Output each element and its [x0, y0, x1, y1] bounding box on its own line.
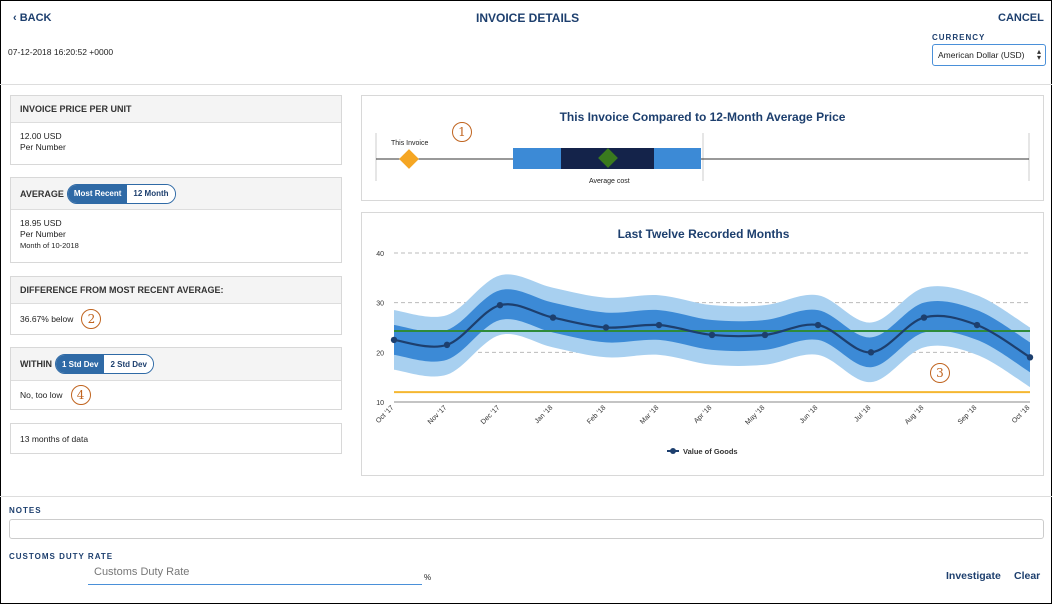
- trend-chart: Last Twelve Recorded Months 10 20 30 40 Oct '…: [375, 227, 1034, 456]
- annotation-marker-3: 3: [930, 363, 950, 383]
- notes-label: NOTES: [9, 506, 42, 515]
- comparison-title: This Invoice Compared to 12-Month Averag…: [559, 110, 846, 124]
- y-tick-label: 20: [376, 350, 384, 357]
- data-point: [549, 314, 557, 321]
- data-point: [496, 301, 504, 309]
- data-point: [708, 331, 716, 339]
- x-tick-label: Nov '17: [427, 404, 449, 426]
- within-value: No, too low: [20, 389, 63, 400]
- x-tick-label: Sep '18: [957, 404, 979, 426]
- y-tick-label: 40: [376, 251, 384, 258]
- x-tick-label: Aug '18: [904, 404, 926, 426]
- chart-title: Last Twelve Recorded Months: [618, 227, 790, 241]
- invoice-price-unit: Per Number: [20, 142, 66, 152]
- difference-title: DIFFERENCE FROM MOST RECENT AVERAGE:: [11, 277, 341, 304]
- x-tick-label: Jan '18: [534, 404, 555, 425]
- invoice-price-value: 12.00 USD: [20, 131, 62, 141]
- x-tick-label: Mar '18: [639, 404, 660, 425]
- data-point: [602, 324, 610, 331]
- x-tick-label: Jul '18: [853, 404, 872, 423]
- 2-std-dev-toggle[interactable]: 2 Std Dev: [104, 355, 153, 373]
- currency-label: CURRENCY: [932, 33, 986, 42]
- data-point: [867, 349, 875, 356]
- months-value: 13 months of data: [20, 434, 89, 444]
- x-tick-label: Oct '18: [1011, 404, 1032, 425]
- header-divider: [0, 84, 1052, 85]
- within-title: WITHIN: [20, 359, 52, 369]
- annotation-marker-2: 2: [81, 309, 102, 329]
- x-tick-label: Apr '18: [693, 404, 714, 425]
- x-tick-label: Dec '17: [480, 404, 502, 426]
- 1-std-dev-toggle[interactable]: 1 Std Dev: [56, 355, 105, 373]
- difference-value: 36.67% below: [20, 313, 74, 324]
- std-dev-toggle: 1 Std Dev 2 Std Dev: [55, 354, 154, 374]
- x-tick-label: May '18: [744, 404, 766, 426]
- customs-duty-label: CUSTOMS DUTY RATE: [9, 552, 114, 561]
- currency-select[interactable]: American Dollar (USD) ▴ ▾: [932, 44, 1046, 66]
- investigate-button[interactable]: Investigate: [946, 570, 1001, 582]
- average-toggle: Most Recent 12 Month: [66, 183, 176, 204]
- months-card: 13 months of data: [10, 423, 342, 454]
- select-arrows-icon: ▴ ▾: [1036, 47, 1041, 62]
- legend-marker-icon: [670, 448, 676, 454]
- annotation-marker-4: 4: [70, 385, 91, 405]
- notes-input[interactable]: [9, 519, 1044, 539]
- invoice-price-title: INVOICE PRICE PER UNIT: [11, 96, 341, 123]
- data-point: [443, 341, 451, 349]
- data-point: [1026, 354, 1034, 361]
- comparison-panel: This Invoice Compared to 12-Month Averag…: [361, 95, 1044, 201]
- customs-duty-input[interactable]: Customs Duty Rate: [88, 566, 422, 585]
- average-title: AVERAGE: [20, 188, 64, 199]
- data-point: [973, 321, 981, 329]
- average-value: 18.95 USD: [20, 218, 62, 228]
- currency-select-value: American Dollar (USD): [938, 50, 1025, 60]
- this-invoice-label: This Invoice: [391, 140, 428, 147]
- y-tick-label: 30: [376, 301, 384, 308]
- data-point: [390, 336, 398, 344]
- y-tick-label: 10: [376, 400, 384, 407]
- difference-card: DIFFERENCE FROM MOST RECENT AVERAGE: 36.…: [10, 276, 342, 335]
- data-point: [920, 314, 928, 321]
- data-point: [655, 321, 663, 329]
- average-unit: Per Number: [20, 229, 66, 239]
- average-month: Month of 10-2018: [20, 241, 79, 250]
- clear-button[interactable]: Clear: [1014, 570, 1041, 582]
- x-tick-label: Feb '18: [586, 404, 607, 425]
- 12-month-toggle[interactable]: 12 Month: [127, 184, 175, 203]
- footer-divider: [0, 496, 1052, 497]
- trend-chart-panel: Last Twelve Recorded Months 10 20 30 40 Oct '…: [361, 212, 1044, 476]
- x-tick-label: Jun '18: [799, 404, 820, 425]
- legend-label: Value of Goods: [683, 447, 738, 456]
- data-point: [814, 321, 822, 329]
- back-button[interactable]: ‹ BACK: [13, 12, 52, 24]
- page-title: INVOICE DETAILS: [476, 11, 580, 25]
- average-cost-label: Average cost: [589, 178, 630, 185]
- x-tick-label: Oct '17: [375, 404, 396, 425]
- average-card: AVERAGE Most Recent 12 Month 18.95 USD P…: [10, 177, 342, 263]
- data-point: [761, 331, 769, 339]
- within-card: WITHIN 1 Std Dev 2 Std Dev No, too low 4: [10, 347, 342, 410]
- invoice-price-card: INVOICE PRICE PER UNIT 12.00 USD Per Num…: [10, 95, 342, 165]
- timestamp: 07-12-2018 16:20:52 +0000: [8, 47, 114, 57]
- most-recent-toggle[interactable]: Most Recent: [67, 184, 128, 203]
- annotation-marker-1: 1: [452, 122, 472, 142]
- cancel-button[interactable]: CANCEL: [998, 12, 1044, 24]
- percent-unit: %: [424, 573, 432, 582]
- comparison-graphic: This Invoice Average cost: [375, 133, 1030, 185]
- this-invoice-diamond: [399, 149, 419, 169]
